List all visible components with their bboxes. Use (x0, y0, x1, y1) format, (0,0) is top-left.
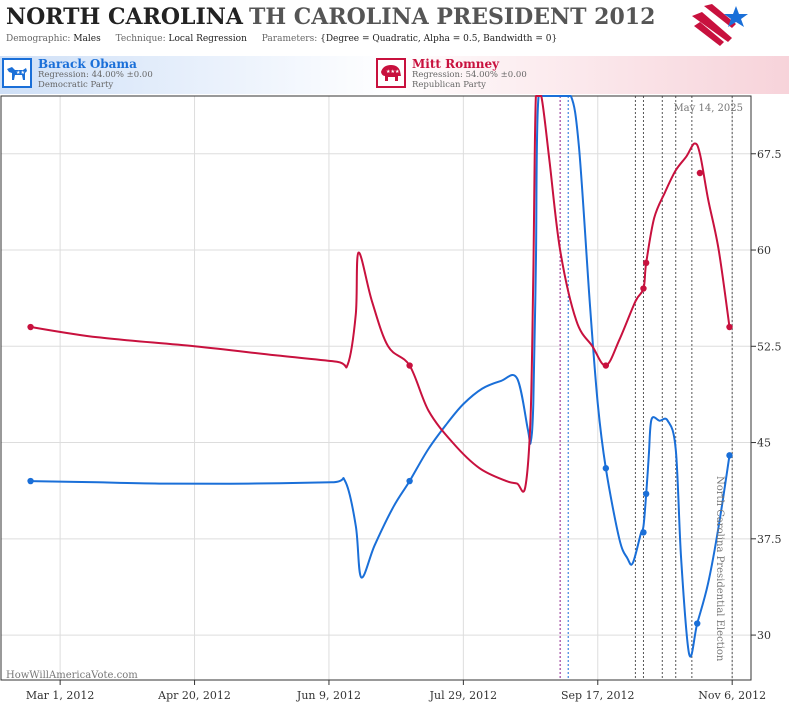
demographic-label: Demographic: (6, 34, 71, 44)
romney-point (642, 259, 650, 267)
technique-label: Technique: (115, 34, 166, 44)
candidate-legend: ★★ Barack Obama Regression: 44.00% ±0.00… (0, 56, 789, 94)
chart-title: NORTH CAROLINA TH CAROLINA PRESIDENT 2012 (6, 4, 655, 30)
chart-grid (1, 96, 751, 680)
y-tick-label: 37.5 (757, 533, 782, 546)
romney-point (726, 323, 733, 331)
watermark: HowWillAmericaVote.com (6, 670, 138, 681)
romney-point (406, 362, 413, 369)
demographic-value: Males (73, 34, 101, 44)
obama-point (602, 465, 610, 472)
obama-point (726, 452, 733, 459)
site-logo-icon[interactable] (688, 2, 752, 52)
plot-frame (0, 95, 752, 681)
romney-point (27, 323, 34, 331)
obama-party: Democratic Party (38, 80, 114, 90)
title-subtitle: TH CAROLINA PRESIDENT 2012 (248, 4, 656, 30)
romney-party: Republican Party (412, 80, 486, 90)
svg-text:★★★: ★★★ (386, 69, 400, 75)
parameters-value: {Degree = Quadratic, Alpha = 0.5, Bandwi… (320, 34, 558, 44)
obama-point (406, 477, 413, 485)
svg-text:★★: ★★ (16, 70, 25, 76)
y-tick-label: 30 (757, 629, 771, 642)
romney-point (696, 169, 704, 177)
obama-line (30, 95, 731, 658)
parameters-label: Parameters: (261, 34, 318, 44)
x-axis: Mar 1, 2012 Apr 20, 2012 Jun 9, 2012 Jul 29… (26, 680, 766, 702)
x-tick-label: Nov 6, 2012 (698, 689, 766, 702)
regression-chart: 30 37.5 45 52.5 60 67.5 Mar 1, 2012 Apr 20, 20… (0, 95, 782, 702)
parameters-line: Demographic: Males Technique: Local Regr… (6, 34, 569, 44)
legend-item-romney[interactable]: ★★★ Mitt Romney Regression: 54.00% ±0.00… (374, 56, 774, 94)
title-state: NORTH CAROLINA (6, 4, 243, 30)
obama-point (642, 490, 650, 498)
democratic-donkey-icon: ★★ (2, 58, 32, 88)
date-annotation: May 14, 2025 (673, 103, 743, 114)
x-tick-label: Mar 1, 2012 (26, 689, 95, 702)
y-tick-label: 67.5 (757, 148, 782, 161)
series-layer (27, 95, 733, 658)
romney-line (30, 95, 731, 493)
x-tick-label: Jul 29, 2012 (429, 689, 498, 702)
romney-point (640, 285, 647, 292)
y-tick-label: 45 (757, 437, 771, 450)
obama-name: Barack Obama (38, 57, 137, 71)
y-tick-label: 60 (757, 244, 771, 257)
election-vertical-label: North Carolina Presidential Election (714, 476, 725, 662)
obama-regression: Regression: 44.00% ±0.00 (38, 70, 153, 80)
romney-point (602, 362, 610, 369)
republican-elephant-icon: ★★★ (376, 58, 406, 88)
romney-name: Mitt Romney (412, 57, 500, 71)
x-tick-label: Apr 20, 2012 (157, 689, 231, 702)
technique-value: Local Regression (168, 34, 247, 44)
obama-point (640, 529, 647, 536)
event-lines (559, 96, 733, 680)
x-tick-label: Sep 17, 2012 (561, 689, 635, 702)
obama-point (27, 477, 34, 485)
legend-item-obama[interactable]: ★★ Barack Obama Regression: 44.00% ±0.00… (0, 56, 380, 94)
x-tick-label: Jun 9, 2012 (296, 689, 361, 702)
chart-header: NORTH CAROLINA TH CAROLINA PRESIDENT 2012… (0, 0, 789, 56)
y-tick-label: 52.5 (757, 340, 782, 353)
obama-point (694, 620, 701, 627)
y-axis: 30 37.5 45 52.5 60 67.5 (751, 148, 782, 642)
romney-regression: Regression: 54.00% ±0.00 (412, 70, 527, 80)
